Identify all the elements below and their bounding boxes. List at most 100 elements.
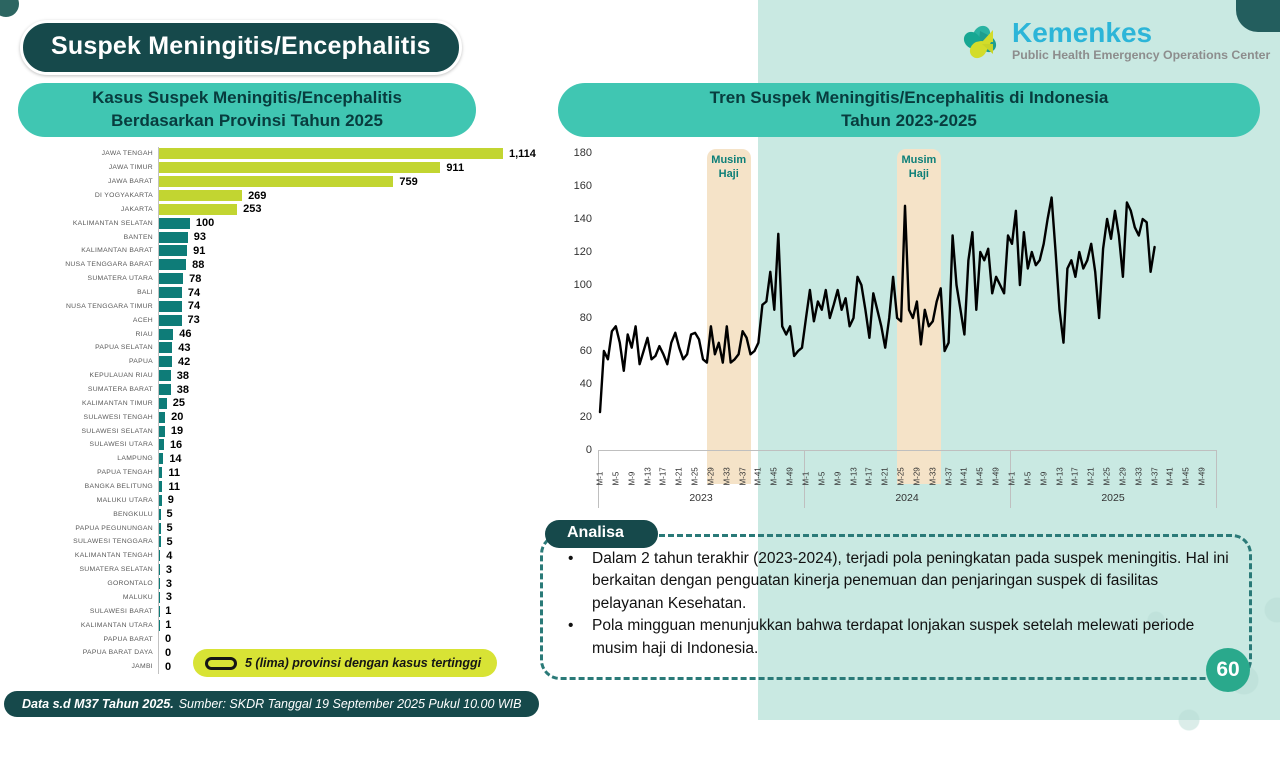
bar-fill [159,509,161,520]
bar-value-label: 0 [165,661,171,673]
bar-track: 1 [158,604,548,618]
bar-value-label: 0 [165,647,171,659]
bar-chart-header-line1: Kasus Suspek Meningitis/Encephalitis [18,87,476,110]
bar-track: 5 [158,507,548,521]
kemenkes-logo-icon [948,8,1012,72]
bar-track: 78 [158,272,548,286]
bar-value-label: 91 [193,245,205,257]
bar-fill [159,453,163,464]
bar-category-label: PAPUA BARAT DAYA [18,649,158,656]
trend-line-series [600,198,1155,413]
bar-chart-header-line2: Berdasarkan Provinsi Tahun 2025 [18,110,476,133]
bar-category-label: JAWA BARAT [18,178,158,185]
bar-category-label: PAPUA TENGAH [18,469,158,476]
bar-track: 16 [158,438,548,452]
bar-value-label: 9 [168,494,174,506]
bar-category-label: MALUKU UTARA [18,497,158,504]
bar-track: 43 [158,341,548,355]
bar-track: 253 [158,202,548,216]
bar-track: 42 [158,355,548,369]
bar-fill [159,412,165,423]
bar-category-label: NUSA TENGGARA BARAT [18,261,158,268]
bar-fill [159,564,160,575]
bar-category-label: BENGKULU [18,511,158,518]
bar-fill [159,481,162,492]
analysis-bullet: Dalam 2 tahun terakhir (2023-2024), terj… [560,548,1232,615]
bar-value-label: 4 [166,550,172,562]
logo-name: Kemenkes [1012,18,1270,47]
bar-category-label: PAPUA [18,358,158,365]
bar-row: PAPUA BARAT 0 [18,632,548,646]
bar-fill [159,259,186,270]
bar-fill [159,370,171,381]
line-chart-header-line2: Tahun 2023-2025 [558,110,1260,133]
bar-fill [159,245,187,256]
bar-track: 4 [158,549,548,563]
analysis-header: Analisa [545,520,658,548]
bar-category-label: PAPUA PEGUNUNGAN [18,525,158,532]
bar-fill [159,426,165,437]
logo-subtitle: Public Health Emergency Operations Cente… [1012,48,1270,62]
bar-track: 11 [158,466,548,480]
bar-category-label: SULAWESI SELATAN [18,428,158,435]
bar-track: 0 [158,632,548,646]
bar-track: 911 [158,161,548,175]
bar-value-label: 269 [248,190,266,202]
bar-track: 88 [158,258,548,272]
bar-value-label: 1,114 [509,148,536,160]
bar-track: 14 [158,452,548,466]
bar-fill [159,439,164,450]
bar-fill [159,273,183,284]
top-left-corner-decoration [0,0,19,17]
bar-category-label: JAKARTA [18,206,158,213]
bar-category-label: BANGKA BELITUNG [18,483,158,490]
bar-category-label: GORONTALO [18,580,158,587]
bar-track: 46 [158,327,548,341]
bar-track: 19 [158,424,548,438]
bar-fill [159,536,161,547]
bar-row: KALIMANTAN BARAT 91 [18,244,548,258]
trend-line-svg [558,147,1260,515]
legend-label: 5 (lima) provinsi dengan kasus tertinggi [245,656,481,670]
bar-chart-header: Kasus Suspek Meningitis/Encephalitis Ber… [18,83,476,137]
bar-category-label: BALI [18,289,158,296]
bar-fill [159,398,167,409]
bar-fill [159,204,237,215]
bar-value-label: 100 [196,217,214,229]
bar-track: 74 [158,286,548,300]
bar-category-label: PAPUA BARAT [18,636,158,643]
legend-highlight-swatch-icon [205,657,237,670]
bar-value-label: 93 [194,231,206,243]
footer-source-detail: Sumber: SKDR Tanggal 19 September 2025 P… [179,697,522,711]
bar-value-label: 25 [173,397,185,409]
bar-track: 1,114 [158,147,548,161]
bar-category-label: KALIMANTAN BARAT [18,247,158,254]
bar-fill [159,329,173,340]
bar-fill [159,550,160,561]
bar-category-label: JAWA TIMUR [18,164,158,171]
bar-category-label: KALIMANTAN UTARA [18,622,158,629]
bar-category-label: SULAWESI TENGAH [18,414,158,421]
bar-category-label: SUMATERA BARAT [18,386,158,393]
bar-fill [159,162,440,173]
bar-value-label: 0 [165,633,171,645]
